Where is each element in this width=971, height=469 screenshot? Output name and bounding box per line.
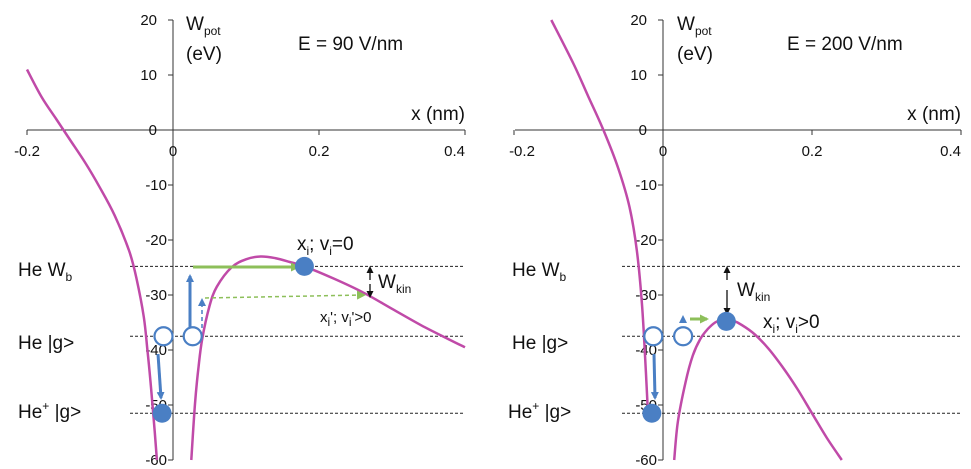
ionization-arrow: [650, 353, 659, 400]
y-tick-label: -30: [635, 287, 657, 304]
y-tick-label: -60: [635, 452, 657, 469]
x-tick-label: 0.2: [802, 143, 823, 160]
electron-dot: [294, 256, 314, 276]
level-label-wb: He Wb: [512, 260, 567, 284]
electron-dot: [642, 403, 662, 423]
ground-state-circle: [182, 326, 203, 347]
x-tick-label: -0.2: [14, 143, 40, 160]
y-axis-label: Wpot: [186, 14, 221, 38]
electron-dot: [152, 403, 172, 423]
level-label-ion: He+ |g>: [18, 399, 81, 423]
annotation-xi-vi0: xi; vi=0: [297, 234, 354, 258]
state-markers: [642, 311, 736, 423]
y-tick-label: 10: [140, 67, 157, 84]
potential-curve: [190, 255, 466, 461]
chart-panel-left: -0.2 0 0.2 0.4 20 10 0 -10 -20 -30 -40 -…: [14, 12, 466, 469]
y-tick-label: -60: [145, 452, 167, 469]
state-markers: [152, 256, 314, 423]
level-label-wb: He Wb: [18, 260, 73, 284]
y-tick-label: -20: [635, 232, 657, 249]
y-tick-label: 10: [630, 67, 647, 84]
level-label-g: He |g>: [512, 333, 568, 354]
axis-ticks: [26, 19, 466, 461]
annotation-wkin: Wkin: [737, 280, 770, 304]
y-tick-labels: 20 10 0 -10 -20 -30 -40 -50 -60: [630, 12, 657, 469]
y-tick-label: 0: [639, 122, 647, 139]
x-tick-labels: -0.2 0 0.2 0.4: [14, 143, 465, 160]
potential-curves: [25, 68, 466, 461]
tunneling-arrow-dashed: [204, 290, 366, 300]
y-axis-unit: (eV): [677, 44, 713, 65]
y-tick-label: -40: [145, 342, 167, 359]
y-tick-label: 20: [140, 12, 157, 29]
level-label-g: He |g>: [18, 333, 74, 354]
potential-curves: [550, 19, 843, 461]
x-tick-label: 0: [659, 143, 667, 160]
level-label-ion: He+ |g>: [508, 399, 571, 423]
ground-state-circle: [153, 326, 174, 347]
chart-title: E = 200 V/nm: [787, 34, 903, 55]
energy-levels: [622, 265, 961, 414]
potential-curve: [672, 318, 843, 461]
annotation-wkin: Wkin: [378, 272, 411, 296]
chart-title: E = 90 V/nm: [298, 34, 403, 55]
x-axis-label: x (nm): [411, 104, 465, 125]
ground-state-circle: [673, 326, 694, 347]
y-tick-label: -40: [635, 342, 657, 359]
axis-ticks: [513, 19, 962, 461]
x-tick-label: 0.2: [309, 143, 330, 160]
x-tick-label: 0.4: [444, 143, 465, 160]
y-tick-label: -30: [145, 287, 167, 304]
y-tick-label: -10: [145, 177, 167, 194]
excitation-arrow-head: [679, 315, 687, 323]
y-tick-labels: 20 10 0 -10 -20 -30 -40 -50 -60: [140, 12, 167, 469]
x-tick-label: 0.4: [940, 143, 961, 160]
annotation-xi-prime: xi'; vi'>0: [320, 309, 372, 329]
y-tick-label: 0: [149, 122, 157, 139]
x-axis-label: x (nm): [907, 104, 961, 125]
y-tick-label: 20: [630, 12, 647, 29]
chart-panel-right: -0.2 0 0.2 0.4 20 10 0 -10 -20 -30 -40 -…: [508, 12, 962, 469]
y-axis-unit: (eV): [186, 44, 222, 65]
potential-curve: [25, 68, 159, 461]
energy-levels: [130, 265, 465, 414]
x-tick-labels: -0.2 0 0.2 0.4: [509, 143, 961, 160]
y-tick-label: -10: [635, 177, 657, 194]
ground-state-circle: [643, 326, 664, 347]
ionization-arrow: [156, 353, 165, 400]
x-tick-label: -0.2: [509, 143, 535, 160]
annotation-xi-vi: xi; vi>0: [763, 312, 820, 336]
y-axis-label: Wpot: [677, 14, 712, 38]
x-tick-label: 0: [169, 143, 177, 160]
potential-curve: [550, 19, 650, 417]
electron-dot: [716, 311, 736, 331]
y-tick-label: -20: [145, 232, 167, 249]
